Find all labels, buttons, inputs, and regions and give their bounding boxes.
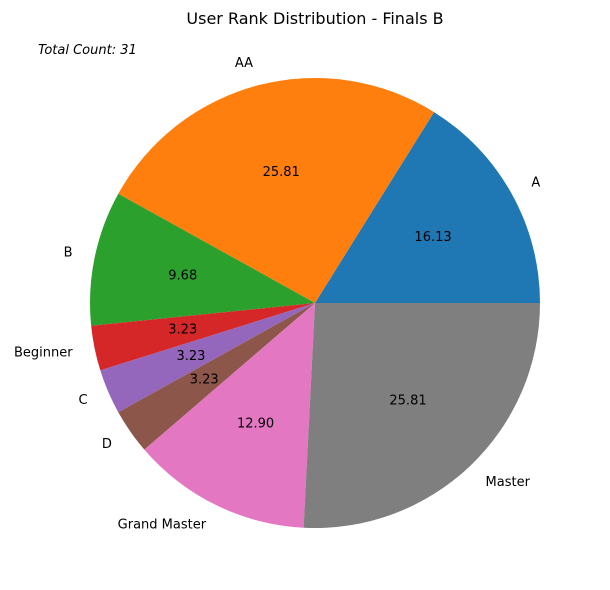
slice-label-b: B [64,246,73,261]
slice-label-beginner: Beginner [14,345,73,360]
pct-label-c: 3.23 [176,349,205,364]
pie-slice-grand-master [144,303,315,528]
slice-label-a: A [531,175,540,190]
total-count-annotation: Total Count: 31 [38,43,137,58]
pct-label-beginner: 3.23 [168,323,197,338]
pie-slice-master [303,303,540,528]
pct-label-aa: 25.81 [263,165,300,180]
pct-label-d: 3.23 [190,373,219,388]
pie-slice-b [89,193,315,326]
pct-label-master: 25.81 [389,393,426,408]
pie-slice-beginner [91,303,315,371]
slice-label-grand-master: Grand Master [118,518,207,533]
pct-label-grand-master: 12.90 [237,417,274,432]
chart-title: User Rank Distribution - Finals B [186,9,443,28]
pct-label-b: 9.68 [168,268,197,283]
slice-percentage-labels: 16.13 25.81 9.68 3.23 3.23 3.23 12.90 25.81 [168,165,451,432]
slice-label-c: C [78,393,87,408]
pie-slice-a [315,112,540,303]
pie-slices [89,78,540,528]
pct-label-a: 16.13 [414,230,451,245]
slice-label-master: Master [486,475,531,490]
slice-label-d: D [102,437,112,452]
slice-label-aa: AA [235,56,253,71]
pie-slice-c [100,303,315,413]
pie-slice-aa [118,78,435,303]
pie-slice-d [118,303,315,450]
